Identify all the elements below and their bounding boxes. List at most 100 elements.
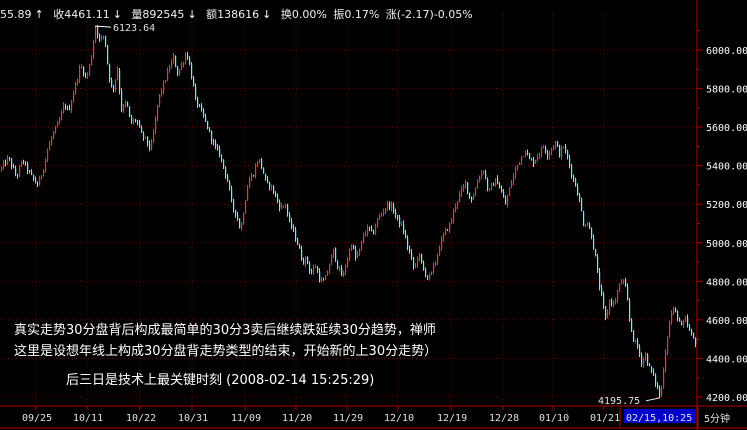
- candle-body: [171, 61, 173, 68]
- candle-body: [335, 248, 337, 261]
- candle-body: [621, 280, 623, 285]
- grid-lines: [0, 14, 697, 406]
- candle-body: [247, 188, 249, 201]
- candle-body: [659, 387, 661, 396]
- candle-body: [613, 303, 615, 305]
- candle-body: [291, 221, 293, 228]
- candle-body: [111, 79, 113, 87]
- candle-body: [683, 321, 685, 326]
- x-axis: 09/25 10/11 10/22 10/31 11/09 11/20 11/29 12/10…: [0, 405, 747, 429]
- candle-body: [75, 83, 77, 94]
- candle-body: [85, 74, 87, 76]
- candle-body: [173, 55, 175, 62]
- candle-body: [635, 340, 637, 342]
- candle-body: [471, 196, 473, 200]
- candle-body: [535, 159, 537, 164]
- candle-body: [649, 364, 651, 367]
- candle-body: [259, 159, 261, 163]
- candle-body: [375, 226, 377, 234]
- candle-body: [73, 93, 75, 102]
- candle-body: [351, 245, 353, 250]
- candle-body: [421, 254, 423, 263]
- candle-body: [3, 162, 5, 168]
- candle-body: [453, 210, 455, 221]
- candle-body: [539, 154, 541, 157]
- candle-body: [481, 172, 483, 178]
- x-tick-label: 11/29: [333, 413, 363, 424]
- candle-body: [633, 330, 635, 342]
- candle-body: [357, 253, 359, 258]
- candle-body: [19, 166, 21, 176]
- candle-body: [669, 322, 671, 337]
- candle-body: [245, 200, 247, 214]
- candle-body: [657, 383, 659, 388]
- y-axis: 4200.00 4400.00 4600.00 4800.00 5000.00 5200.…: [696, 0, 747, 430]
- candle-body: [417, 258, 419, 265]
- candle-body: [295, 228, 297, 240]
- candle-body: [289, 213, 291, 222]
- candle-body: [129, 106, 131, 117]
- candle-body: [239, 218, 241, 229]
- candle-body: [505, 197, 507, 205]
- candle-body: [483, 171, 485, 173]
- candle-body: [315, 266, 317, 268]
- candle-body: [433, 265, 435, 272]
- candle-body: [317, 266, 319, 272]
- candle-body: [679, 318, 681, 322]
- candle-body: [53, 132, 55, 138]
- candle-body: [379, 215, 381, 219]
- candle-body: [227, 175, 229, 182]
- candle-body: [263, 167, 265, 174]
- candle-body: [611, 300, 613, 305]
- candle-body: [455, 205, 457, 211]
- candle-body: [189, 58, 191, 65]
- candle-body: [387, 202, 389, 209]
- candle-body: [117, 70, 119, 80]
- candle-body: [333, 248, 335, 256]
- candle-body: [109, 64, 111, 80]
- annotation-line-3: 后三日是技术上最关键时刻 (2008-02-14 15:25:29): [66, 373, 375, 388]
- candle-body: [133, 120, 135, 123]
- candle-body: [385, 208, 387, 212]
- candles: [1, 24, 697, 398]
- candle-body: [693, 333, 695, 339]
- candle-body: [427, 275, 429, 279]
- candle-body: [523, 156, 525, 158]
- candle-body: [429, 273, 431, 279]
- candle-body: [667, 336, 669, 353]
- candle-body: [575, 178, 577, 187]
- candle-body: [99, 35, 101, 40]
- candle-body: [491, 184, 493, 189]
- candle-body: [325, 275, 327, 281]
- candle-body: [67, 107, 69, 109]
- candle-body: [311, 271, 313, 273]
- y-tick-label: 5600.00: [706, 123, 747, 134]
- candle-body: [571, 165, 573, 176]
- candle-body: [435, 262, 437, 266]
- info-amount: 额138616 ↓: [206, 8, 272, 21]
- candle-body: [77, 79, 79, 84]
- candle-body: [675, 308, 677, 312]
- candle-body: [557, 141, 559, 147]
- candle-body: [329, 265, 331, 272]
- candle-body: [257, 162, 259, 167]
- candle-body: [63, 105, 65, 112]
- candle-body: [273, 185, 275, 193]
- candle-body: [597, 256, 599, 272]
- candle-body: [371, 227, 373, 231]
- candle-body: [425, 269, 427, 276]
- candle-body: [175, 55, 177, 67]
- candle-body: [687, 317, 689, 326]
- candle-body: [619, 284, 621, 292]
- candle-body: [413, 257, 415, 267]
- candle-body: [5, 162, 7, 165]
- candle-body: [537, 156, 539, 160]
- candle-body: [93, 41, 95, 58]
- candle-body: [119, 70, 121, 91]
- candle-body: [29, 171, 31, 173]
- candle-body: [411, 252, 413, 258]
- candle-body: [143, 132, 145, 138]
- candle-body: [569, 157, 571, 166]
